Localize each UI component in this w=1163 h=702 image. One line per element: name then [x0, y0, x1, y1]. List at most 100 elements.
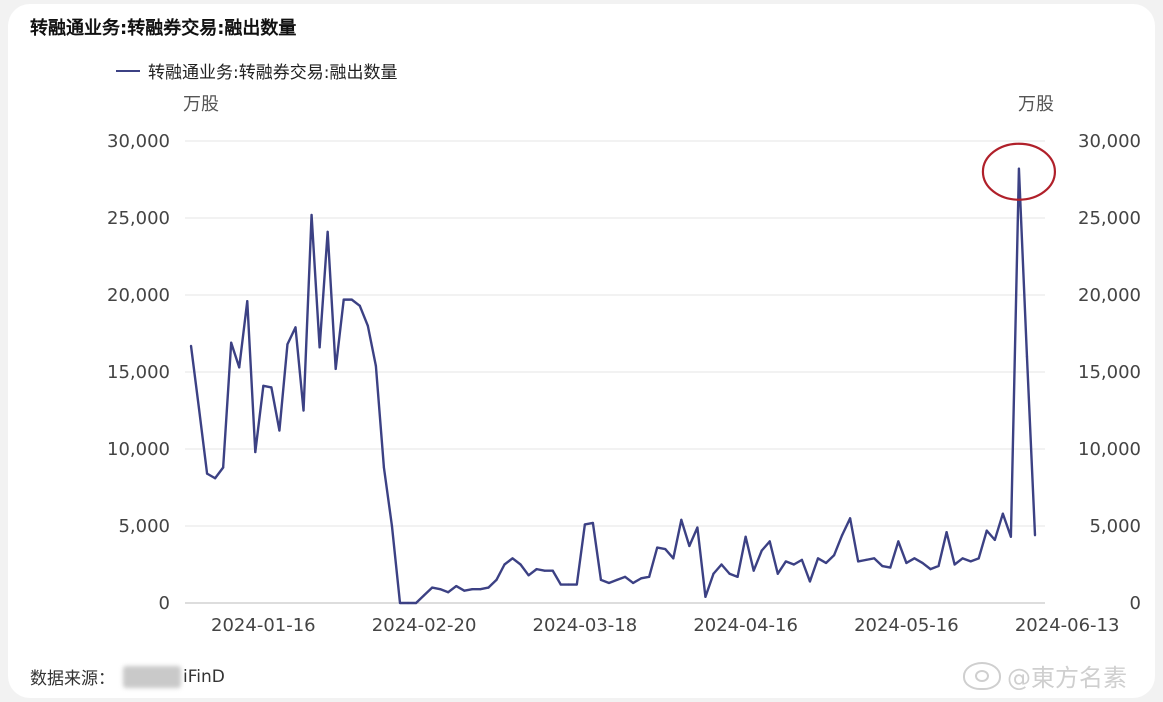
- x-tick-label: 2024-04-16: [693, 615, 798, 636]
- data-point: [214, 477, 217, 480]
- data-point: [784, 560, 787, 563]
- data-point: [551, 569, 554, 572]
- x-tick-label: 2024-05-16: [854, 615, 959, 636]
- data-point: [953, 563, 956, 566]
- data-point: [945, 531, 948, 534]
- line-chart: 0 5,000 10,000 15,000 20,000 25,000 30,000 0 5,…: [107, 131, 1141, 636]
- data-point: [511, 557, 514, 560]
- data-point: [688, 544, 691, 548]
- data-point: [222, 466, 225, 469]
- data-point: [398, 601, 402, 605]
- data-point: [374, 364, 377, 367]
- x-tick-label: 2024-02-20: [372, 615, 477, 636]
- data-point: [720, 563, 723, 566]
- data-point: [599, 578, 603, 582]
- data-point: [760, 549, 763, 552]
- data-point: [648, 575, 651, 578]
- data-point: [382, 466, 386, 469]
- y-tick-label-right: 30,000: [1078, 131, 1141, 152]
- legend: 转融通业务:转融券交易:融出数量: [116, 58, 397, 83]
- data-point: [889, 566, 892, 569]
- legend-line-marker: [116, 69, 140, 72]
- legend-label: 转融通业务:转融券交易:融出数量: [148, 63, 398, 83]
- watermark: @東方名素: [963, 658, 1127, 693]
- source-name: iFinD: [183, 666, 225, 687]
- y-tick-label-right: 10,000: [1078, 439, 1141, 460]
- data-point: [985, 529, 988, 532]
- data-point: [808, 580, 812, 583]
- x-tick-label: 2024-01-16: [211, 615, 316, 636]
- data-point: [479, 588, 482, 591]
- data-point: [310, 213, 313, 217]
- data-point: [326, 230, 329, 233]
- y-tick-label-left: 0: [159, 593, 170, 614]
- data-point: [503, 563, 506, 566]
- data-point: [414, 601, 418, 605]
- data-point: [969, 560, 972, 563]
- data-point: [704, 595, 707, 598]
- data-point: [1009, 535, 1012, 538]
- chart-card: 转融通业务:转融券交易:融出数量 转融通业务:转融券交易:融出数量 万股 万股 …: [8, 4, 1155, 698]
- data-point: [631, 581, 635, 585]
- data-point: [302, 409, 305, 412]
- data-point: [800, 558, 803, 561]
- data-point: [736, 575, 739, 578]
- data-point: [262, 384, 265, 387]
- data-point: [897, 540, 900, 543]
- data-point: [350, 298, 353, 301]
- data-point: [519, 563, 522, 566]
- data-point: [294, 326, 297, 329]
- data-point: [696, 526, 699, 529]
- data-point: [752, 569, 755, 572]
- data-point: [575, 583, 578, 586]
- data-point: [840, 534, 844, 537]
- data-point: [487, 586, 490, 589]
- x-tick-label: 2024-06-13: [1015, 615, 1120, 636]
- data-point: [977, 557, 980, 560]
- data-point: [423, 594, 426, 597]
- data-point: [543, 569, 546, 572]
- data-point: [744, 535, 747, 538]
- y-tick-label-right: 25,000: [1078, 208, 1141, 229]
- data-point: [640, 577, 643, 580]
- data-point: [905, 561, 908, 565]
- weibo-icon: [963, 661, 1001, 690]
- data-point: [857, 560, 860, 563]
- y-tick-label-left: 15,000: [107, 362, 170, 383]
- data-point: [567, 583, 570, 586]
- data-source: 数据来源： iFinD: [30, 664, 225, 689]
- source-label: 数据来源：: [30, 669, 115, 689]
- data-point: [607, 581, 611, 585]
- data-point: [342, 298, 345, 301]
- y-tick-label-left: 30,000: [107, 131, 170, 152]
- data-point: [1001, 512, 1004, 515]
- data-point: [1017, 167, 1021, 170]
- data-point: [495, 578, 498, 582]
- y-tick-label-left: 10,000: [107, 439, 170, 460]
- data-point: [1025, 355, 1029, 358]
- y-tick-label-right: 5,000: [1089, 516, 1141, 537]
- data-point: [680, 518, 683, 521]
- data-point: [792, 563, 795, 566]
- y-tick-label-left: 5,000: [118, 516, 170, 537]
- data-point: [776, 572, 779, 575]
- data-point: [286, 343, 289, 346]
- data-point: [1033, 534, 1037, 537]
- data-point: [334, 367, 337, 371]
- data-point: [390, 524, 394, 528]
- chart-title: 转融通业务:转融券交易:融出数量: [30, 18, 297, 39]
- data-point: [270, 386, 273, 389]
- data-point: [623, 575, 627, 578]
- data-point: [439, 588, 442, 591]
- peak-annotation-circle: [981, 142, 1057, 201]
- y-tick-label-left: 20,000: [107, 285, 170, 306]
- data-point: [471, 588, 474, 591]
- data-point: [527, 574, 530, 577]
- data-point: [230, 341, 233, 344]
- data-point: [447, 591, 450, 594]
- data-point: [358, 304, 361, 307]
- y-tick-label-right: 20,000: [1078, 285, 1141, 306]
- data-point: [849, 517, 852, 520]
- data-point: [535, 568, 538, 571]
- data-point: [712, 572, 715, 575]
